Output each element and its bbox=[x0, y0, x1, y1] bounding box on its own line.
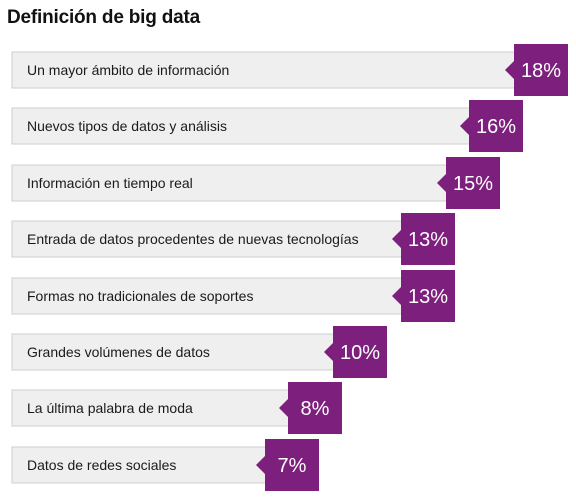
bar bbox=[11, 164, 449, 202]
value-box bbox=[279, 382, 342, 434]
value-box bbox=[324, 326, 387, 378]
bar-row: Un mayor ámbito de información 18% bbox=[11, 44, 568, 96]
bar-label: Grandes volúmenes de datos bbox=[27, 344, 210, 360]
value-box bbox=[392, 213, 455, 265]
bar-row: Formas no tradicionales de soportes 13% bbox=[11, 270, 455, 322]
value-label: 18% bbox=[521, 60, 561, 82]
bar-label: Formas no tradicionales de soportes bbox=[27, 288, 253, 304]
bar bbox=[11, 333, 336, 371]
bar-row: Grandes volúmenes de datos 10% bbox=[11, 326, 387, 378]
value-box bbox=[392, 270, 455, 322]
value-box bbox=[505, 44, 568, 96]
value-box bbox=[256, 439, 319, 491]
value-label: 7% bbox=[278, 455, 307, 477]
bar-label: Nuevos tipos de datos y análisis bbox=[27, 118, 227, 134]
value-label: 13% bbox=[408, 229, 448, 251]
bar-label: Información en tiempo real bbox=[27, 175, 193, 191]
value-box bbox=[460, 100, 523, 152]
bar-label: Datos de redes sociales bbox=[27, 457, 176, 473]
value-label: 8% bbox=[301, 398, 330, 420]
bar-row: Información en tiempo real 15% bbox=[11, 157, 500, 209]
bar-label: Un mayor ámbito de información bbox=[27, 62, 229, 78]
value-label: 10% bbox=[340, 342, 380, 364]
bar-label: Entrada de datos procedentes de nuevas t… bbox=[27, 231, 359, 247]
bar bbox=[11, 446, 268, 484]
bar-label: La última palabra de moda bbox=[27, 400, 193, 416]
bar bbox=[11, 389, 291, 427]
chart-title: Definición de big data bbox=[7, 7, 201, 28]
bar-row: Entrada de datos procedentes de nuevas t… bbox=[11, 213, 455, 265]
value-label: 16% bbox=[476, 116, 516, 138]
bar-row: La última palabra de moda 8% bbox=[11, 382, 342, 434]
value-label: 13% bbox=[408, 286, 448, 308]
value-label: 15% bbox=[453, 173, 493, 195]
bar-row: Nuevos tipos de datos y análisis 16% bbox=[11, 100, 523, 152]
bar-row: Datos de redes sociales 7% bbox=[11, 439, 319, 491]
bar bbox=[11, 277, 404, 315]
value-box bbox=[437, 157, 500, 209]
